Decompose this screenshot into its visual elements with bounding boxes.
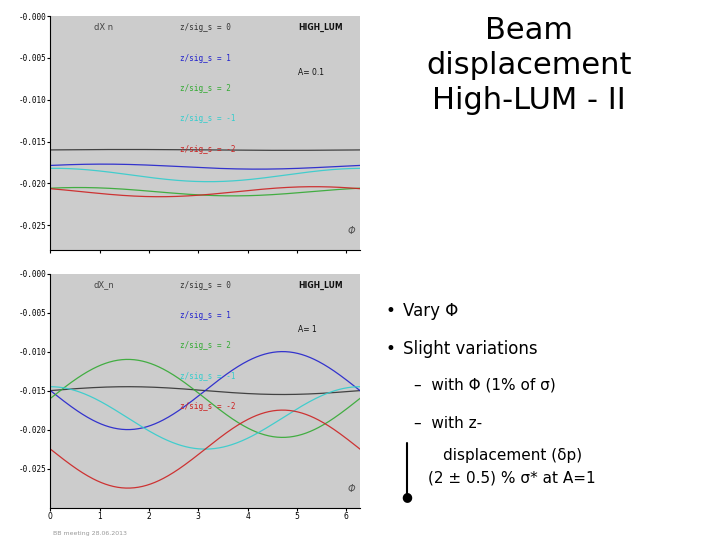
Text: z/sig_s = -2: z/sig_s = -2 (181, 402, 236, 411)
Text: BB meeting 28.06.2013: BB meeting 28.06.2013 (53, 531, 127, 536)
Text: dX_n: dX_n (94, 281, 114, 289)
Text: z/sig_s = 1: z/sig_s = 1 (181, 53, 231, 63)
Text: HIGH_LUM: HIGH_LUM (298, 23, 343, 32)
Text: displacement (δp): displacement (δp) (443, 448, 582, 463)
Text: –  with Φ (1% of σ): – with Φ (1% of σ) (414, 378, 556, 393)
Text: Slight variations: Slight variations (403, 340, 538, 358)
Text: z/sig_s = -1: z/sig_s = -1 (181, 372, 236, 381)
Text: ●: ● (401, 490, 413, 503)
Text: A= 0.1: A= 0.1 (298, 68, 324, 77)
Text: z/sig_s = 2: z/sig_s = 2 (181, 341, 231, 350)
Text: Φ: Φ (348, 226, 355, 236)
Text: Φ: Φ (348, 483, 355, 494)
Text: z/sig_s = 1: z/sig_s = 1 (181, 311, 231, 320)
Text: A= 1: A= 1 (298, 325, 317, 334)
Text: z/sig_s = -1: z/sig_s = -1 (181, 114, 236, 124)
Text: –  with z-: – with z- (414, 416, 482, 431)
Text: HIGH_LUM: HIGH_LUM (298, 281, 343, 290)
Text: Beam
displacement
High-LUM - II: Beam displacement High-LUM - II (426, 16, 632, 114)
Text: z/sig_s = 0: z/sig_s = 0 (181, 23, 231, 32)
Text: dX n: dX n (94, 23, 113, 32)
Text: z/sig_s = 2: z/sig_s = 2 (181, 84, 231, 93)
Text: z/sig_s = -2: z/sig_s = -2 (181, 145, 236, 154)
Text: •: • (385, 340, 395, 358)
Text: z/sig_s = 0: z/sig_s = 0 (181, 281, 231, 289)
Text: (2 ± 0.5) % σ* at A=1: (2 ± 0.5) % σ* at A=1 (428, 470, 596, 485)
Text: Vary Φ: Vary Φ (403, 302, 459, 320)
Text: •: • (385, 302, 395, 320)
